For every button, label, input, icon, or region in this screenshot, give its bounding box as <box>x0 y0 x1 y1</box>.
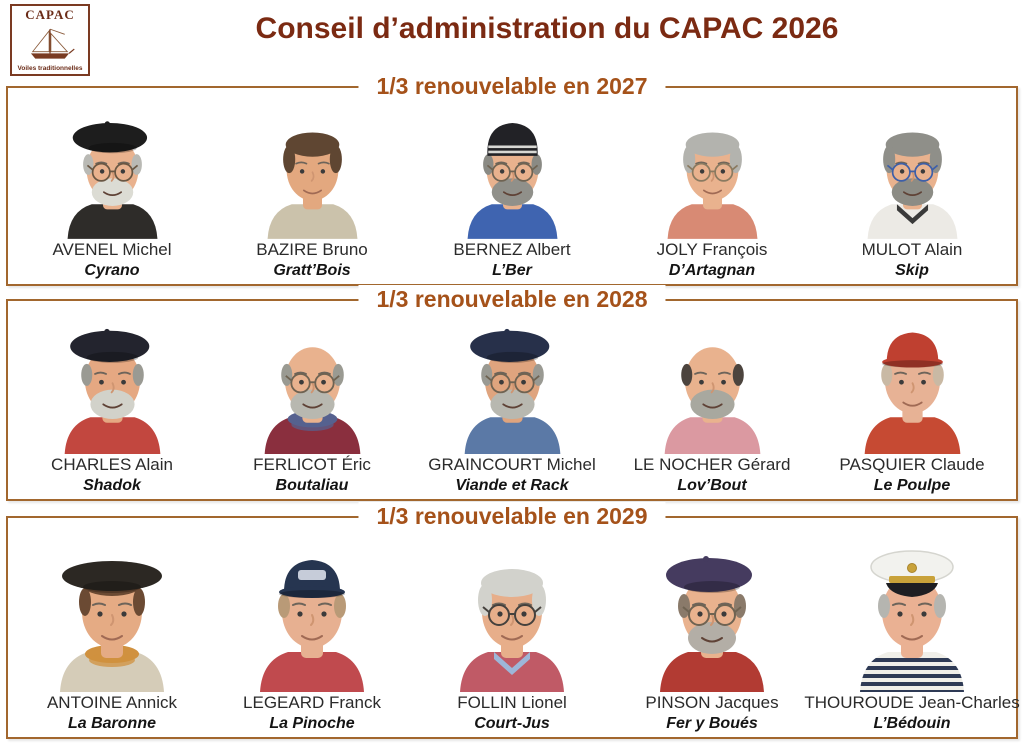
member-card: BAZIRE Bruno Gratt’Bois <box>212 109 412 284</box>
member-nickname: Boutaliau <box>275 477 349 494</box>
logo-tagline: Voiles traditionnelles <box>17 64 83 72</box>
member-card: BERNEZ Albert L’Ber <box>412 109 612 284</box>
member-name: FOLLIN Lionel <box>457 693 567 712</box>
member-nickname: Le Poulpe <box>873 477 951 494</box>
member-nickname: Skip <box>895 262 929 279</box>
section-title: 1/3 renouvelable en 2029 <box>358 502 666 530</box>
member-card: ANTOINE Annick La Baronne <box>12 542 212 737</box>
member-portrait <box>248 316 377 454</box>
member-portrait <box>442 542 582 692</box>
member-nickname: L’Ber <box>492 262 532 279</box>
member-portrait <box>42 542 182 692</box>
member-nickname: Court-Jus <box>474 715 550 732</box>
member-card: PINSON Jacques Fer y Boués <box>612 542 812 737</box>
member-name: GRAINCOURT Michel <box>428 455 596 474</box>
member-portrait <box>652 109 773 239</box>
member-name: JOLY François <box>656 240 768 259</box>
member-card: JOLY François D’Artagnan <box>612 109 812 284</box>
members-row: AVENEL Michel Cyrano BAZIRE Bruno Gratt’… <box>8 88 1016 284</box>
member-nickname: L’Bédouin <box>873 715 951 732</box>
member-card: FERLICOT Éric Boutaliau <box>212 316 412 499</box>
member-portrait <box>848 316 977 454</box>
member-name: AVENEL Michel <box>52 240 172 259</box>
member-portrait <box>842 542 982 692</box>
member-name: BAZIRE Bruno <box>256 240 368 259</box>
member-card: MULOT Alain Skip <box>812 109 1012 284</box>
member-nickname: La Baronne <box>67 715 156 732</box>
member-portrait <box>648 316 777 454</box>
member-name: MULOT Alain <box>861 240 963 259</box>
member-nickname: Fer y Boués <box>666 715 758 732</box>
member-portrait <box>452 109 573 239</box>
member-name: LEGEARD Franck <box>243 693 381 712</box>
member-nickname: Cyrano <box>84 262 140 279</box>
members-row: CHARLES Alain Shadok FERLICOT Éric Bouta… <box>8 301 1016 499</box>
member-nickname: D’Artagnan <box>668 262 756 279</box>
member-portrait <box>242 542 382 692</box>
member-card: AVENEL Michel Cyrano <box>12 109 212 284</box>
member-card: LE NOCHER Gérard Lov’Bout <box>612 316 812 499</box>
member-portrait <box>642 542 782 692</box>
logo-acronym: CAPAC <box>25 7 75 22</box>
member-name: THOUROUDE Jean-Charles <box>804 693 1020 712</box>
members-row: ANTOINE Annick La Baronne LEGEARD Franck… <box>8 518 1020 737</box>
member-name: PASQUIER Claude <box>839 455 985 474</box>
section-renewable-2029: 1/3 renouvelable en 2029 ANTOINE Annick … <box>6 502 1020 739</box>
member-card: PASQUIER Claude Le Poulpe <box>812 316 1012 499</box>
section-title: 1/3 renouvelable en 2028 <box>358 285 666 313</box>
member-name: CHARLES Alain <box>51 455 173 474</box>
member-name: PINSON Jacques <box>645 693 779 712</box>
member-card: CHARLES Alain Shadok <box>12 316 212 499</box>
member-portrait <box>448 316 577 454</box>
member-card: GRAINCOURT Michel Viande et Rack <box>412 316 612 499</box>
section-title: 1/3 renouvelable en 2027 <box>358 72 666 100</box>
member-card: LEGEARD Franck La Pinoche <box>212 542 412 737</box>
member-portrait <box>52 109 173 239</box>
member-portrait <box>852 109 973 239</box>
member-nickname: Shadok <box>83 477 141 494</box>
member-name: ANTOINE Annick <box>46 693 178 712</box>
section-renewable-2028: 1/3 renouvelable en 2028 CHARLES Alain S… <box>6 285 1018 501</box>
member-name: LE NOCHER Gérard <box>633 455 791 474</box>
member-portrait <box>48 316 177 454</box>
member-nickname: Gratt’Bois <box>273 262 351 279</box>
capac-logo: CAPAC Voiles traditionnelles <box>10 4 90 76</box>
member-card: THOUROUDE Jean-Charles L’Bédouin <box>804 542 1020 737</box>
page-title: Conseil d’administration du CAPAC 2026 <box>255 12 839 45</box>
member-name: BERNEZ Albert <box>453 240 571 259</box>
sailboat-icon <box>30 28 75 59</box>
section-renewable-2027: 1/3 renouvelable en 2027 AVENEL Michel C… <box>6 72 1018 286</box>
member-nickname: Viande et Rack <box>455 477 569 494</box>
member-portrait <box>252 109 373 239</box>
member-nickname: Lov’Bout <box>677 477 747 494</box>
member-card: FOLLIN Lionel Court-Jus <box>412 542 612 737</box>
page-header: CAPAC Voiles traditionnelles Conseil d’a… <box>0 0 1024 80</box>
member-nickname: La Pinoche <box>269 715 355 732</box>
member-name: FERLICOT Éric <box>253 455 371 474</box>
